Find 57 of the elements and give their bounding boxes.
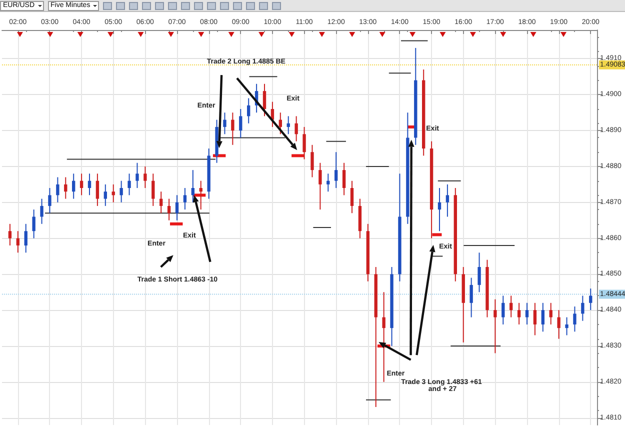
candlestick [223,112,226,135]
candlestick [191,170,194,203]
candlestick [294,116,298,142]
candlestick [152,173,155,206]
candlestick [350,180,354,214]
candlestick [494,298,497,354]
candlestick [302,126,306,160]
candlestick [557,310,560,340]
candlestick [239,108,242,138]
candlestick [32,209,36,239]
candlestick [80,173,84,196]
candlestick [565,316,568,336]
candlestick [549,302,552,325]
candlestick [310,144,314,178]
candlestick [510,295,513,318]
candlestick [175,194,179,221]
candlestick [24,223,28,254]
candlestick [334,152,338,188]
candlestick [128,173,131,196]
candlestick [40,198,44,224]
candlestick [581,295,584,322]
candlestick [136,162,139,188]
candlestick [525,302,529,325]
candlestick [470,277,473,318]
candlestick [160,191,163,214]
candlestick [183,188,187,210]
candlestick [56,176,60,203]
candlestick [64,176,68,200]
candlestick [96,173,100,206]
candlestick [446,184,450,218]
candlestick [438,188,442,232]
candlestick [318,162,322,210]
candlestick [88,173,92,196]
candlestick [112,184,115,203]
candlestick [247,98,250,124]
candlestick [278,112,282,135]
candlestick [326,173,330,192]
candlestick [144,166,147,188]
candlestick [478,252,481,293]
candlestick [517,302,521,325]
candlestick [541,302,544,332]
candlestick [48,188,52,214]
candlestick [589,288,592,311]
candlestick [199,180,202,210]
candlestick [231,112,234,146]
candlestick [502,295,505,325]
candlestick [167,198,171,221]
candlestick [104,184,107,206]
candlestick [72,173,76,200]
candlestick [342,162,346,196]
candlestick [16,230,20,254]
candlestick [262,83,266,117]
candlestick [573,306,576,332]
candlestick [8,223,12,246]
candlestick [533,302,537,336]
candlestick [120,180,123,203]
candlestick [286,116,290,135]
